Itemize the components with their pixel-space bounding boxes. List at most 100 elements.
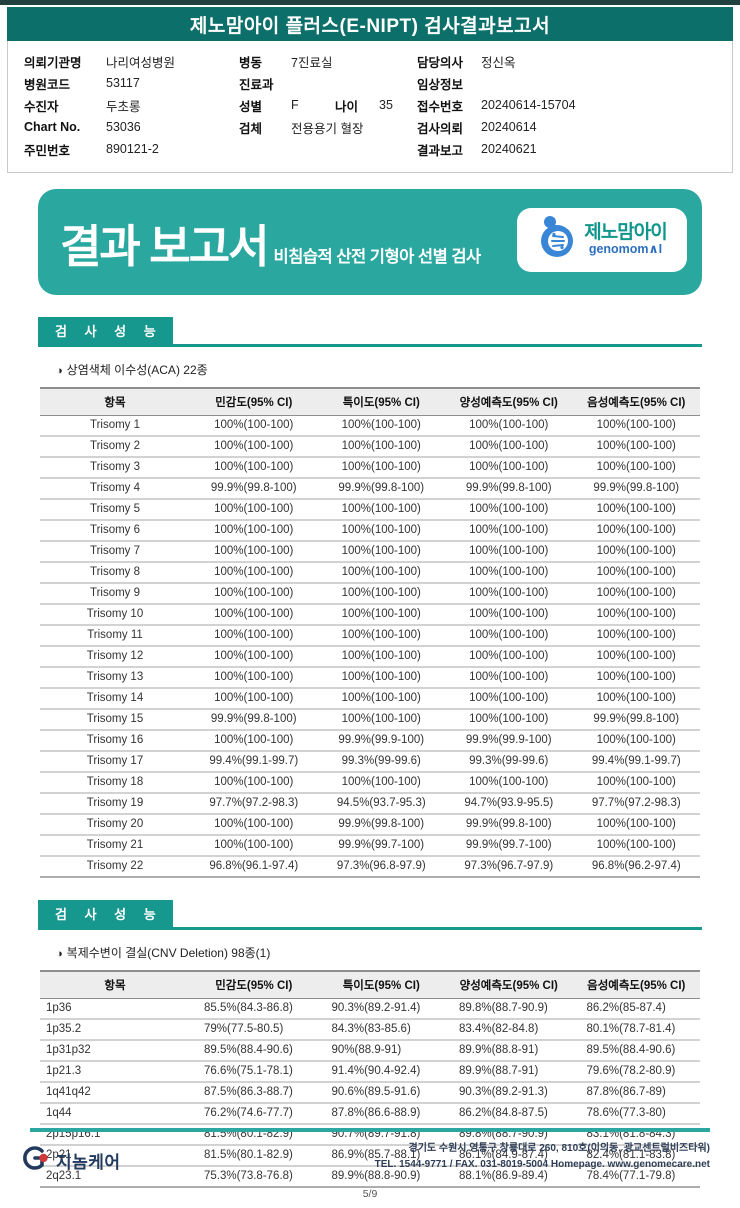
table-cell: 89.5%(88.4-90.6) [572,1040,700,1062]
table-cell: 100%(100-100) [190,583,318,605]
table-cell: 100%(100-100) [572,541,700,563]
table-row: Trisomy 3 100%(100-100) 100%(100-100) 100%(… [40,457,700,479]
table-cell: 100%(100-100) [572,730,700,752]
patient-info-row: 결과보고 20240621 [417,138,722,160]
table-cell: Trisomy 15 [40,709,190,731]
info-label: 수진자 [24,99,59,114]
table-cell: 99.3%(99-99.6) [445,751,573,773]
table-row: Trisomy 10 100%(100-100) 100%(100-100) 100%… [40,604,700,626]
table-row: Trisomy 19 97.7%(97.2-98.3) 94.5%(93.7-95.… [40,793,700,815]
table-cell: Trisomy 1 [40,415,190,437]
info-label: Chart No. [24,120,81,134]
table-cell: 99.9%(99.9-100) [317,730,445,752]
table-cell: 99.9%(99.8-100) [317,478,445,500]
table-cell: 100%(100-100) [317,646,445,668]
page-footer: 지놈케어 경기도 수원시 영통구 창룡대로 260, 810호(이의동, 광교센… [0,1128,740,1200]
table-cell: 100%(100-100) [445,625,573,647]
table-cell: 97.7%(97.2-98.3) [572,793,700,815]
genomecare-logo-icon [20,1145,50,1176]
table-cell: 100%(100-100) [572,604,700,626]
table-cell: 100%(100-100) [317,541,445,563]
table-cell: 100%(100-100) [572,814,700,836]
table-cell: 1q41q42 [40,1082,190,1104]
table-cell: 100%(100-100) [445,520,573,542]
patient-info-panel: 의뢰기관명 나리여성병원 병원코드 53117 수진자 두초롱 Chart No. 53036… [7,41,733,173]
table-cell: 99.9%(99.8-100) [572,478,700,500]
table-row: Trisomy 15 99.9%(99.8-100) 100%(100-100) 10… [40,709,700,731]
table-cell: 100%(100-100) [190,520,318,542]
table-cell: 100%(100-100) [190,415,318,437]
patient-info-row: 임상정보 [417,72,722,94]
table-cell: 100%(100-100) [190,646,318,668]
table-cell: 100%(100-100) [445,415,573,437]
table-cell: 100%(100-100) [317,415,445,437]
brand-name-korean: 제노맘아이 [584,222,667,244]
info-value: 전용용기 혈장 [291,121,364,136]
table-cell: 87.8%(86.6-88.9) [317,1103,445,1125]
table-cell: 86.2%(84.8-87.5) [445,1103,573,1125]
page-number: 5/9 [362,1188,378,1200]
info-label: 검사의뢰 [417,121,464,136]
table-cell: 1p35.2 [40,1019,190,1041]
table-row: Trisomy 7 100%(100-100) 100%(100-100) 100%(… [40,541,700,563]
patient-info-row: 수진자 두초롱 [24,94,239,116]
table-cell: 91.4%(90.4-92.4) [317,1061,445,1083]
table-cell: 97.3%(96.7-97.9) [445,856,573,878]
table-cell: 1p21.3 [40,1061,190,1083]
table-cell: Trisomy 17 [40,751,190,773]
table-cell: Trisomy 18 [40,772,190,794]
table-cell: 94.7%(93.9-95.5) [445,793,573,815]
table-cell: 99.4%(99.1-99.7) [190,751,318,773]
table-cell: 100%(100-100) [317,709,445,731]
table-cell: 90.3%(89.2-91.4) [317,998,445,1020]
table-cell: 100%(100-100) [572,436,700,458]
table-row: Trisomy 16 100%(100-100) 99.9%(99.9-100) 99… [40,730,700,752]
table-cell: Trisomy 3 [40,457,190,479]
company-contact: TEL. 1544-9771 / FAX. 031-8019-5004 Home… [374,1158,710,1170]
table-cell: 97.7%(97.2-98.3) [190,793,318,815]
info-value: 890121-2 [106,142,159,156]
company-name: 지놈케어 [56,1153,121,1172]
table-cell: 100%(100-100) [317,583,445,605]
table-cell: 86.1%(84.9-87.4) [445,1145,573,1167]
table-cell: 80.1%(78.7-81.4) [572,1019,700,1041]
top-divider [0,0,740,5]
table-cell: Trisomy 4 [40,478,190,500]
table-cell: 89.9%(88.7-91) [445,1061,573,1083]
table-caption-aca: ◑ 상염색체 이수성(ACA) 22종 [56,361,740,378]
table-cell: 96.8%(96.2-97.4) [572,856,700,878]
table-cell: Trisomy 12 [40,646,190,668]
patient-info-row: 의뢰기관명 나리여성병원 [24,50,239,72]
table-cell: 90.3%(89.2-91.3) [445,1082,573,1104]
column-header: 항목 [40,387,190,416]
table-cell: 86.9%(85.7-88.1) [317,1145,445,1167]
info-label: 나이 [335,99,359,114]
table-cell: 79%(77.5-80.5) [190,1019,318,1041]
info-value: F [291,98,299,112]
table-cell: 100%(100-100) [445,772,573,794]
table-cell: 86.2%(85-87.4) [572,998,700,1020]
patient-info-col3: 담당의사 정신옥 임상정보 접수번호 20240614-15704 검사의뢰 2024061… [417,50,722,160]
table-cell: 100%(100-100) [572,772,700,794]
table-cell: 100%(100-100) [317,688,445,710]
table-cell: 100%(100-100) [572,835,700,857]
table-cell: 100%(100-100) [190,457,318,479]
patient-info-row: 담당의사 정신옥 [417,50,722,72]
performance-table-aca: 항목 민감도(95% CI) 특이도(95% CI) 양성예측도(95% CI) 음성예… [40,387,700,878]
column-header: 음성예측도(95% CI) [572,970,700,999]
table-row: 1q44 76.2%(74.6-77.7) 87.8%(86.6-88.9) 86.2… [40,1103,700,1125]
info-value: 정신옥 [481,55,516,70]
table-cell: 100%(100-100) [445,646,573,668]
table-cell: Trisomy 5 [40,499,190,521]
table-cell: 99.9%(99.8-100) [445,478,573,500]
table-cell: 87.8%(86.7-89) [572,1082,700,1104]
table-row: 1p31p32 89.5%(88.4-90.6) 90%(88.9-91) 89.9%… [40,1040,700,1062]
table-cell: Trisomy 6 [40,520,190,542]
table-cell: 99.3%(99-99.6) [317,751,445,773]
table-cell: 100%(100-100) [317,520,445,542]
patient-info-row: 진료과 [239,72,417,94]
table-cell: 99.9%(99.7-100) [317,835,445,857]
table-cell: Trisomy 16 [40,730,190,752]
table-cell: 99.9%(99.8-100) [317,814,445,836]
table-cell: Trisomy 22 [40,856,190,878]
